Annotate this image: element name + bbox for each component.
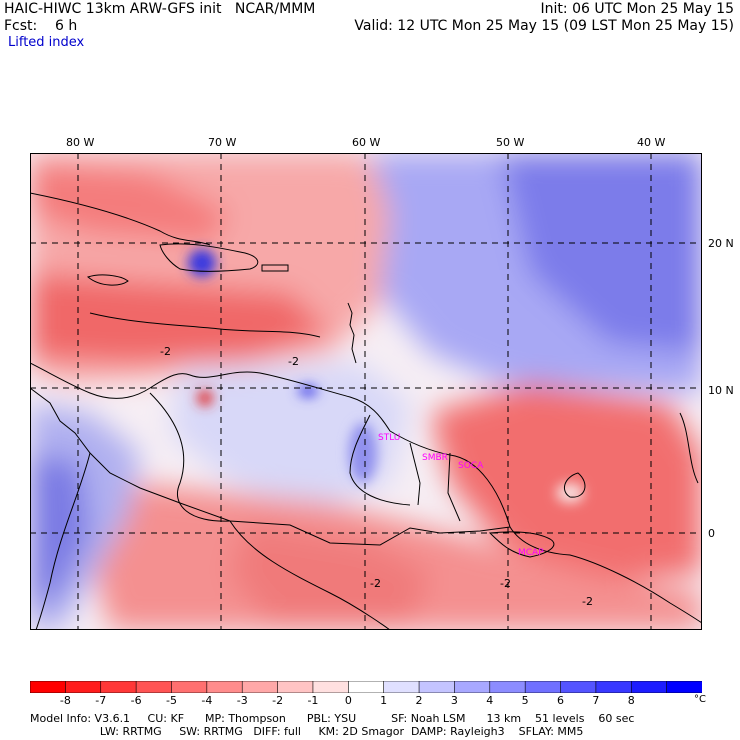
colorbar-swatch — [595, 681, 632, 693]
shade-amazon-core — [230, 523, 430, 623]
forecast-hour: Fcst: 6 h — [4, 18, 78, 34]
shade-caribbean-core — [30, 273, 330, 363]
model-info-line1: Model Info: V3.6.1 CU: KF MP: Thompson P… — [30, 712, 635, 725]
shade-trinidad-blue — [298, 385, 318, 397]
colorbar-tick-label: -5 — [165, 694, 177, 707]
colorbar-swatch — [348, 681, 385, 693]
colorbar-swatch — [100, 681, 137, 693]
border-suriname — [409, 442, 421, 506]
colorbar-swatch — [277, 681, 314, 693]
lon-label-70w: 70 W — [208, 136, 237, 149]
coast-marajo — [488, 531, 555, 558]
colorbar-swatch — [312, 681, 349, 693]
shade-north-carib — [30, 163, 230, 243]
colorbar-swatch — [418, 681, 456, 693]
lon-label-60w: 60 W — [352, 136, 381, 149]
colorbar-unit: °C — [694, 694, 706, 705]
shade-venezuela — [170, 363, 410, 513]
colorbar-tick-label: 7 — [592, 694, 600, 707]
model-title: HAIC-HIWC 13km ARW-GFS init NCAR/MMM — [4, 1, 316, 17]
colorbar-swatch — [206, 681, 243, 693]
init-time: Init: 06 UTC Mon 25 May 15 — [540, 1, 734, 17]
colorbar-tick-label: -1 — [307, 694, 319, 707]
border-northern — [30, 387, 511, 546]
colorbar-tick-label: -3 — [236, 694, 248, 707]
contour-east — [679, 412, 699, 484]
colorbar-swatch — [666, 681, 702, 693]
colorbar-tick-label: -6 — [130, 694, 142, 707]
lon-label-50w: 50 W — [496, 136, 525, 149]
colorbar-swatch — [560, 681, 597, 693]
border-guyana — [349, 414, 411, 506]
colorbar-swatch — [241, 681, 279, 693]
shade-guyana-blue — [349, 423, 377, 483]
valid-time: Valid: 12 UTC Mon 25 May 15 (09 LST Mon … — [354, 18, 734, 34]
colorbar-swatch — [489, 681, 526, 693]
border-french-guiana — [447, 452, 461, 522]
colorbar-tick-label: -2 — [272, 694, 284, 707]
region-label-smbr: SMBR — [422, 453, 448, 463]
colorbar-tick-label: 6 — [557, 694, 565, 707]
colorbar-swatch — [630, 681, 668, 693]
colorbar-tick-label: 0 — [344, 694, 352, 707]
coast-south-america — [30, 362, 702, 624]
colorbar-swatch — [135, 681, 173, 693]
contour-atlantic-blob — [563, 472, 586, 498]
region-label-mcap: MCAP — [518, 548, 544, 558]
colorbar-tick-label: -8 — [59, 694, 71, 707]
coast-jamaica — [86, 274, 129, 286]
colorbar-tick-label: 4 — [486, 694, 494, 707]
contour-label: -2 — [500, 577, 511, 590]
colorbar-swatch — [30, 681, 66, 693]
graticule — [30, 153, 702, 630]
contour-label: -2 — [370, 577, 381, 590]
shade-atl-spot — [556, 483, 584, 503]
shade-atlantic-core — [500, 153, 702, 353]
colorbar-tick-label: -7 — [95, 694, 107, 707]
colorbar-tick-label: 8 — [627, 694, 635, 707]
colorbar-swatch — [524, 681, 562, 693]
contour-carib-line — [89, 312, 321, 338]
contour-label: -2 — [582, 595, 593, 608]
coast-puerto-rico — [261, 264, 289, 272]
border-colombia-venezuela — [149, 392, 231, 522]
coast-cuba — [30, 192, 211, 246]
colorbar — [30, 681, 702, 693]
contour-label: -2 — [160, 345, 171, 358]
border-andes — [35, 452, 91, 630]
region-label-stlu: STLU — [378, 433, 400, 443]
colorbar-tick-label: -4 — [201, 694, 213, 707]
shade-andes-core — [30, 453, 90, 613]
lat-label-10n: 10 N — [708, 384, 734, 397]
lon-label-40w: 40 W — [637, 136, 666, 149]
colorbar-swatch — [383, 681, 420, 693]
lat-label-eq: 0 — [708, 527, 715, 540]
contour-label: -2 — [288, 355, 299, 368]
shading-detail — [188, 249, 584, 503]
colorbar-swatch — [454, 681, 491, 693]
colorbar-swatch — [171, 681, 208, 693]
border-amazon — [229, 520, 391, 630]
region-label-soca: SOCA — [458, 461, 484, 471]
coastlines — [30, 192, 702, 630]
shade-haiti-blue — [188, 249, 216, 277]
field-name: Lifted index — [8, 35, 85, 50]
colorbar-tick-label: 2 — [415, 694, 423, 707]
colorbar-tick-label: 3 — [450, 694, 458, 707]
lon-label-80w: 80 W — [66, 136, 95, 149]
map-frame — [30, 153, 702, 630]
coast-hispaniola — [159, 243, 259, 272]
coast-lesser-antilles — [347, 302, 357, 364]
colorbar-tick-label: 5 — [521, 694, 529, 707]
colorbar-swatch — [65, 681, 102, 693]
model-info-line2: LW: RRTMG SW: RRTMG DIFF: full KM: 2D Sm… — [30, 725, 584, 738]
lifted-index-map: -2 -2 -2 -2 -2 STLU SMBR SOCA MCAP — [30, 153, 702, 630]
lat-label-20n: 20 N — [708, 237, 734, 250]
shade-maracaibo — [197, 390, 213, 406]
colorbar-tick-label: 1 — [380, 694, 388, 707]
